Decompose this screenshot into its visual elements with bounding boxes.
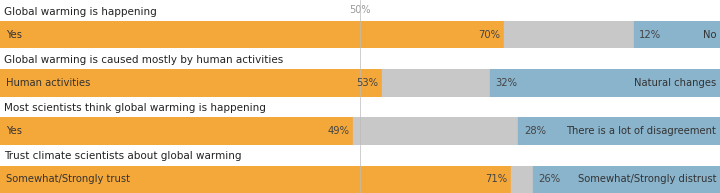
Bar [490, 69, 720, 96]
Bar [0, 21, 504, 48]
Bar [634, 21, 720, 48]
Text: There is a lot of disagreement: There is a lot of disagreement [567, 126, 716, 136]
Bar [511, 166, 533, 193]
Text: 32%: 32% [495, 78, 518, 88]
Text: Yes: Yes [6, 126, 22, 136]
Text: Natural changes: Natural changes [634, 78, 716, 88]
Text: Global warming is happening: Global warming is happening [4, 7, 156, 17]
Bar [353, 118, 518, 145]
Text: Global warming is caused mostly by human activities: Global warming is caused mostly by human… [4, 55, 283, 65]
Bar [504, 21, 634, 48]
Bar [0, 69, 382, 96]
Text: 53%: 53% [356, 78, 378, 88]
Text: 12%: 12% [639, 30, 662, 40]
Text: Trust climate scientists about global warming: Trust climate scientists about global wa… [4, 151, 241, 161]
Text: 70%: 70% [478, 30, 500, 40]
Text: Human activities: Human activities [6, 78, 90, 88]
Text: No: No [703, 30, 716, 40]
Bar [518, 118, 720, 145]
Bar [0, 118, 353, 145]
Text: 28%: 28% [524, 126, 546, 136]
Text: 49%: 49% [327, 126, 349, 136]
Bar [0, 166, 511, 193]
Bar [382, 69, 490, 96]
Text: Somewhat/Strongly distrust: Somewhat/Strongly distrust [578, 174, 716, 184]
Text: Most scientists think global warming is happening: Most scientists think global warming is … [4, 103, 266, 113]
Bar [533, 166, 720, 193]
Text: Somewhat/Strongly trust: Somewhat/Strongly trust [6, 174, 130, 184]
Text: Yes: Yes [6, 30, 22, 40]
Text: 71%: 71% [485, 174, 508, 184]
Text: 26%: 26% [539, 174, 561, 184]
Text: 50%: 50% [349, 5, 371, 15]
